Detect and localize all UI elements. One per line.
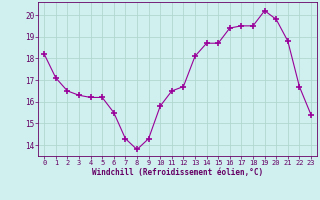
X-axis label: Windchill (Refroidissement éolien,°C): Windchill (Refroidissement éolien,°C)	[92, 168, 263, 177]
